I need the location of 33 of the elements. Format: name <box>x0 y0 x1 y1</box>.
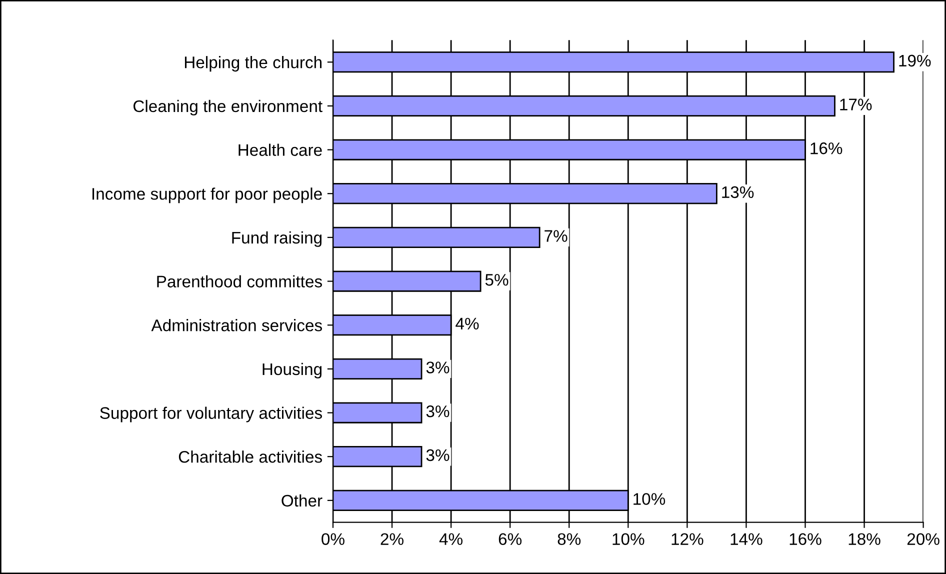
x-tick-label: 0% <box>322 533 344 545</box>
y-tick-label: Health care <box>238 144 322 156</box>
y-tick-label: Support for voluntary activities <box>100 406 322 422</box>
x-tick-label: 8% <box>558 533 581 545</box>
x-tick-label: 12% <box>672 533 704 545</box>
data-label: 3% <box>426 449 450 462</box>
y-tick-label: Other <box>282 494 322 507</box>
data-label: 13% <box>722 186 754 198</box>
y-tick-label: Charitable activities <box>178 450 322 463</box>
y-tick-label: Housing <box>262 362 322 378</box>
x-tick-label: 4% <box>439 533 463 545</box>
x-tick-label: 6% <box>498 533 522 545</box>
x-tick-label: 14% <box>730 533 762 545</box>
x-tick-label: 20% <box>907 533 940 545</box>
y-tick-label: Administration services <box>151 319 322 332</box>
y-tick-label: Parenthood committes <box>157 275 322 288</box>
data-label: 5% <box>485 274 508 286</box>
x-tick-label: 16% <box>790 533 822 545</box>
y-tick-label: Income support for poor people <box>92 188 322 204</box>
y-tick-label: Helping the church <box>184 56 322 72</box>
x-tick-label: 2% <box>380 533 404 545</box>
data-label: 7% <box>544 230 568 242</box>
data-label: 10% <box>634 493 666 505</box>
data-label: 17% <box>840 98 872 110</box>
y-tick-label: Cleaning the environment <box>134 100 322 116</box>
data-label: 3% <box>426 362 450 374</box>
x-tick-label: 10% <box>612 533 644 545</box>
y-tick-label: Fund raising <box>232 231 322 247</box>
data-label: 19% <box>899 54 931 67</box>
x-tick-label: 18% <box>848 533 880 545</box>
data-label: 3% <box>426 405 450 418</box>
data-label: 16% <box>810 142 842 154</box>
data-label: 4% <box>456 318 479 330</box>
